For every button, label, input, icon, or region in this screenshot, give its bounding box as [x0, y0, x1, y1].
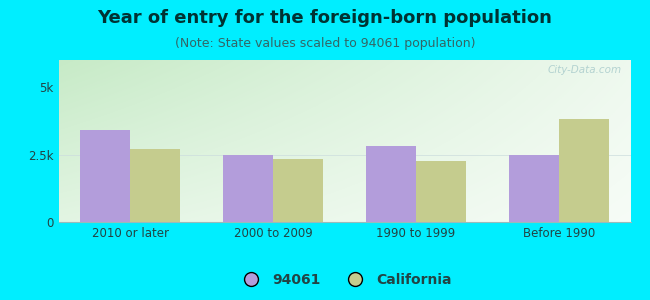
Bar: [559, 119, 609, 222]
Legend: 94061, California: 94061, California: [232, 268, 457, 293]
Bar: [130, 149, 180, 222]
Bar: [273, 158, 323, 222]
Bar: [223, 154, 273, 222]
Bar: [366, 146, 416, 222]
Text: Year of entry for the foreign-born population: Year of entry for the foreign-born popul…: [98, 9, 552, 27]
Text: (Note: State values scaled to 94061 population): (Note: State values scaled to 94061 popu…: [175, 38, 475, 50]
Bar: [416, 161, 466, 222]
Bar: [80, 130, 130, 222]
Text: City-Data.com: City-Data.com: [548, 65, 622, 75]
Bar: [509, 154, 559, 222]
